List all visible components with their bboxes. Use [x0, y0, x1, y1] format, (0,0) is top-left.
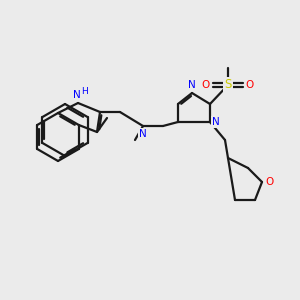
Text: N: N [73, 90, 81, 100]
Text: S: S [224, 79, 232, 92]
Text: N: N [188, 80, 196, 90]
Text: O: O [202, 80, 210, 90]
Text: O: O [265, 177, 273, 187]
Text: O: O [246, 80, 254, 90]
Text: N: N [139, 129, 147, 139]
Text: H: H [82, 86, 88, 95]
Text: N: N [212, 117, 220, 127]
